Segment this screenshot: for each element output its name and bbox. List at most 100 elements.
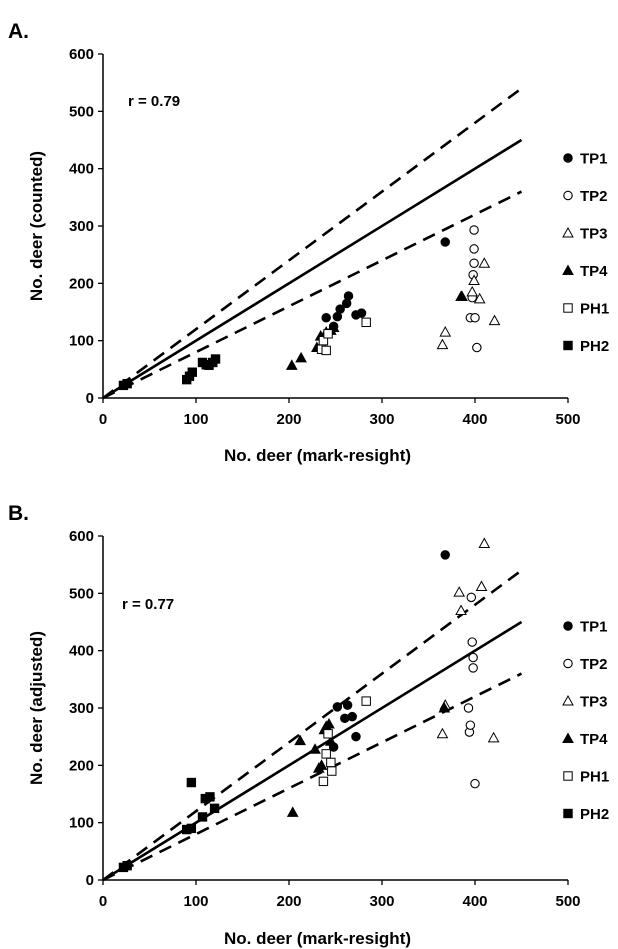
y-tick-label: 200 (69, 275, 94, 292)
data-point (285, 359, 298, 370)
legend-label-ph2: PH2 (580, 806, 609, 823)
y-tick-label: 100 (69, 333, 94, 350)
panel-label: A. (8, 20, 29, 43)
data-point (478, 537, 491, 548)
data-point (294, 734, 307, 746)
legend-label-tp3: TP3 (580, 694, 608, 711)
data-point (475, 580, 488, 591)
data-point (315, 759, 328, 770)
data-point (472, 342, 482, 353)
data-point (470, 312, 480, 323)
data-point (197, 812, 208, 822)
data-point (321, 312, 331, 323)
data-point (487, 731, 500, 743)
series-tp4 (285, 290, 468, 370)
data-point (473, 292, 486, 304)
series-tp2 (463, 592, 480, 789)
data-point (463, 703, 474, 713)
data-point (469, 225, 479, 235)
data-point (122, 378, 132, 389)
data-point (343, 291, 354, 301)
dashed-reference-line (102, 87, 523, 400)
y-axis-title: No. deer (counted) (27, 151, 46, 301)
dashed-reference-line (102, 569, 523, 882)
data-point (122, 860, 132, 871)
data-point (455, 604, 467, 616)
y-tick-label: 600 (69, 46, 94, 63)
y-tick-label: 0 (86, 872, 94, 889)
legend-marker-ph2 (563, 340, 573, 351)
y-tick-label: 400 (69, 161, 94, 178)
legend-marker-tp3 (562, 226, 574, 238)
data-point (323, 729, 333, 739)
x-tick-label: 400 (462, 411, 487, 428)
data-point (210, 354, 221, 364)
data-point (436, 338, 449, 350)
y-tick-label: 300 (69, 700, 94, 717)
data-point (332, 702, 343, 712)
data-point (440, 237, 450, 247)
x-axis-title: No. deer (mark-resight) (224, 446, 411, 465)
data-point (438, 701, 451, 713)
y-tick-label: 0 (86, 390, 94, 407)
legend-marker-tp4 (562, 264, 574, 275)
panel-b: B. 0 100 200 300 400 500 600 0 100 200 300 400 500 No.… (8, 502, 609, 948)
data-point (321, 345, 331, 356)
data-point (469, 244, 479, 254)
x-tick-label: 200 (276, 893, 301, 910)
data-point (466, 592, 477, 603)
legend-marker-ph1 (563, 771, 573, 781)
data-point (323, 329, 333, 339)
legend-label-tp2: TP2 (580, 188, 608, 205)
y-tick-label: 300 (69, 218, 94, 235)
series-ph1 (316, 317, 371, 356)
dashed-reference-line (102, 672, 523, 882)
data-point (470, 778, 480, 789)
data-point (347, 711, 357, 722)
x-tick-label: 300 (369, 893, 394, 910)
data-point (436, 727, 449, 739)
data-point (309, 743, 321, 754)
correlation-annotation: r = 0.79 (128, 93, 180, 110)
data-point (356, 308, 367, 318)
x-tick-label: 0 (99, 893, 107, 910)
legend-marker-tp4 (562, 732, 574, 743)
data-point (465, 720, 476, 730)
series-tp3 (436, 257, 501, 350)
legend-marker-tp2 (563, 190, 573, 201)
legend-marker-tp2 (563, 658, 573, 669)
data-point (318, 776, 329, 787)
data-point (335, 304, 345, 314)
data-point (327, 766, 337, 776)
x-tick-label: 100 (183, 411, 208, 428)
data-point (361, 696, 371, 706)
y-tick-label: 500 (69, 103, 94, 120)
data-point (440, 550, 450, 560)
data-point (456, 290, 468, 302)
data-point (478, 257, 491, 268)
x-tick-label: 500 (555, 893, 580, 910)
data-point (453, 586, 466, 597)
data-point (321, 749, 331, 759)
panel-label: B. (8, 502, 29, 525)
one-to-one-line (102, 138, 523, 400)
x-tick-label: 200 (276, 411, 301, 428)
legend-marker-tp3 (562, 694, 574, 706)
series-ph2 (118, 354, 221, 391)
series-tp1 (328, 550, 450, 752)
x-tick-label: 300 (369, 411, 394, 428)
data-point (286, 806, 299, 817)
x-axis-title: No. deer (mark-resight) (224, 929, 411, 948)
series-ph1 (318, 696, 371, 787)
data-point (488, 314, 501, 326)
y-tick-label: 100 (69, 815, 94, 832)
legend-marker-tp1 (563, 621, 573, 631)
series-tp3 (436, 537, 500, 743)
data-point (439, 326, 452, 337)
y-tick-label: 400 (69, 643, 94, 660)
data-point (326, 757, 336, 768)
data-point (295, 351, 307, 363)
y-axis-title: No. deer (adjusted) (27, 631, 46, 785)
data-point (468, 274, 480, 285)
